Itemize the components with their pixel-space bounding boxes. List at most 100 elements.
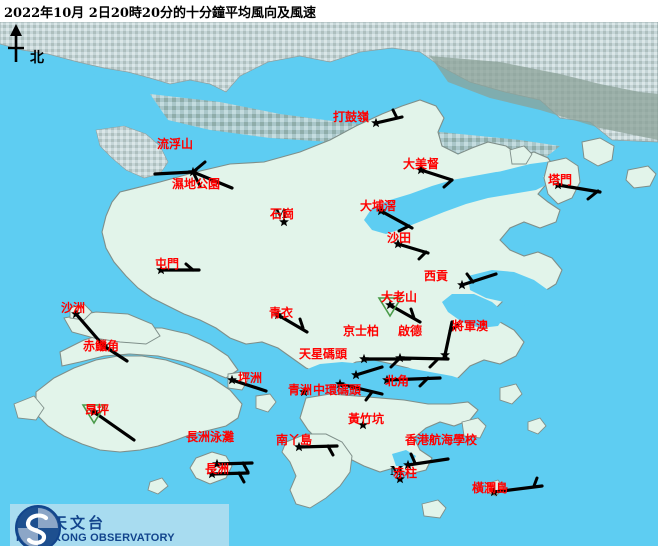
station-label-ngong-ping[interactable]: 昂坪 bbox=[85, 403, 110, 417]
station-label-ta-kwu-ling[interactable]: 打鼓嶺 bbox=[333, 110, 370, 124]
station-dot-tai-po-kau bbox=[376, 205, 386, 216]
station-dot-wong-chuk-hang bbox=[358, 419, 368, 430]
station-label-sha-tin[interactable]: 沙田 bbox=[387, 231, 412, 245]
elevated-station-triangle-ngong-ping bbox=[81, 404, 107, 425]
ne-islet-a bbox=[509, 145, 533, 165]
station-label-wetland-park[interactable]: 濕地公園 bbox=[172, 177, 221, 191]
station-label-tseung-kwan-o[interactable]: 將軍澳 bbox=[452, 319, 489, 333]
station-dot-cheung-chau-beach bbox=[212, 458, 222, 469]
station-label-north-point[interactable]: 北角 bbox=[385, 374, 410, 388]
station-dot-sha-chau bbox=[71, 308, 81, 319]
wind-barb-flag-kai-tak-0 bbox=[428, 357, 440, 369]
station-dot-hk-sea-school bbox=[403, 459, 413, 470]
wind-barb-shaft-peng-chau bbox=[230, 378, 268, 393]
wind-barb-flag-tseung-kwan-o-0 bbox=[448, 323, 460, 333]
station-label-kings-park[interactable]: 京士柏 bbox=[343, 324, 380, 338]
station-dot-waglan-island bbox=[489, 486, 499, 497]
station-dot-tuen-mun bbox=[156, 264, 166, 275]
station-label-tai-mei-tuk[interactable]: 大美督 bbox=[403, 157, 440, 171]
tai-o-spur bbox=[13, 395, 45, 421]
north-label: 北 bbox=[30, 50, 44, 66]
wind-barb-shaft-ngong-ping bbox=[92, 410, 136, 442]
station-label-cheung-chau-beach[interactable]: 長洲泳灘 bbox=[186, 430, 235, 444]
wind-barb-flag-tai-po-kau-0 bbox=[397, 224, 411, 233]
ninepin-group bbox=[527, 417, 547, 435]
station-label-green-island[interactable]: 青洲 bbox=[288, 383, 313, 397]
wind-barb-flag-cheung-chau-beach-0 bbox=[241, 461, 250, 474]
wind-barb-flag-cheung-chau-0 bbox=[237, 471, 246, 484]
station-label-hk-sea-school[interactable]: 香港航海學校 bbox=[405, 433, 478, 447]
title-bar: 2022年10月 2日20時20分的十分鐘平均風向及風速 bbox=[0, 0, 658, 22]
wind-barb-shaft-cheung-chau-beach bbox=[215, 461, 254, 466]
hei-ling-chau bbox=[255, 393, 277, 413]
station-dot-tsing-yi bbox=[273, 309, 283, 320]
clearwater-bay-islets bbox=[499, 383, 523, 405]
mainland-shenzhen-bay-inlet bbox=[40, 72, 250, 146]
station-label-stanley[interactable]: 赤柱 bbox=[393, 466, 418, 480]
port-shelter bbox=[442, 294, 506, 328]
wind-barb-flag-tsing-yi-0 bbox=[298, 317, 305, 330]
wind-barb-flag-north-point-0 bbox=[418, 376, 430, 388]
station-label-lamma-island[interactable]: 南丫島 bbox=[276, 433, 313, 447]
station-label-sha-chau[interactable]: 沙洲 bbox=[61, 301, 86, 315]
sai-kung-bays bbox=[468, 270, 548, 306]
hko-emblem-icon bbox=[15, 505, 61, 546]
po-toi-island bbox=[421, 499, 447, 519]
tolo-harbour bbox=[364, 170, 552, 234]
wind-barb-shaft-north-point bbox=[385, 376, 442, 382]
station-dot-lau-fau-shan bbox=[188, 166, 198, 177]
station-label-tai-po-kau[interactable]: 大埔滘 bbox=[360, 199, 397, 213]
station-label-chek-lap-kok[interactable]: 赤鱲角 bbox=[83, 339, 120, 353]
station-label-central-pier[interactable]: 中環碼頭 bbox=[313, 383, 362, 397]
station-dot-sai-kung bbox=[457, 279, 467, 290]
wind-barb-shaft-tai-mei-tuk bbox=[419, 168, 454, 182]
hko-logo[interactable]: 香港天文台 HONG KONG OBSERVATORY bbox=[10, 504, 229, 546]
wind-barb-flag-hk-sea-school-0 bbox=[409, 452, 417, 465]
station-label-shek-kong[interactable]: 石崗 bbox=[270, 207, 295, 221]
station-dot-tap-mun bbox=[553, 179, 563, 190]
wind-barb-shaft-sai-kung bbox=[460, 272, 498, 287]
wind-barb-shaft-lau-fau-shan bbox=[191, 170, 234, 190]
station-label-tates-cairn[interactable]: 大老山 bbox=[381, 290, 418, 304]
station-dot-green-island bbox=[299, 386, 309, 397]
station-label-peng-chau[interactable]: 坪洲 bbox=[238, 371, 263, 385]
station-dot-cheung-chau bbox=[207, 468, 217, 479]
station-label-waglan-island[interactable]: 橫瀾島 bbox=[472, 481, 509, 495]
station-label-wong-chuk-hang[interactable]: 黃竹坑 bbox=[348, 412, 385, 426]
station-dot-ngong-ping bbox=[89, 406, 99, 417]
station-label-lau-fau-shan[interactable]: 流浮山 bbox=[157, 137, 194, 151]
wind-barb-flag-lamma-island-0 bbox=[326, 444, 335, 457]
wind-barb-flag-central-pier-0 bbox=[364, 390, 374, 402]
station-dot-star-ferry bbox=[351, 369, 361, 380]
wind-barb-shaft-central-pier bbox=[338, 382, 384, 396]
station-label-star-ferry[interactable]: 天星碼頭 bbox=[299, 347, 348, 361]
wind-barb-flag-tai-mei-tuk-0 bbox=[442, 178, 454, 189]
station-label-tuen-mun[interactable]: 屯門 bbox=[155, 257, 180, 271]
station-dot-stanley bbox=[395, 473, 405, 484]
station-dot-north-point bbox=[382, 374, 392, 385]
station-label-tsing-yi[interactable]: 青衣 bbox=[269, 306, 294, 320]
wind-barb-layer bbox=[74, 108, 602, 494]
chek-lap-kok-airport bbox=[63, 311, 161, 345]
station-dot-kai-tak bbox=[395, 352, 405, 363]
wind-barb-shaft-cheung-chau bbox=[210, 471, 250, 476]
wind-barb-shaft-sha-tin bbox=[396, 242, 430, 255]
station-label-tap-mun[interactable]: 塔門 bbox=[548, 173, 573, 187]
crooked-island bbox=[581, 137, 615, 167]
victoria-harbour bbox=[300, 362, 482, 402]
station-dot-lamma-island bbox=[294, 441, 304, 452]
map-graphics: MM bbox=[0, 22, 658, 546]
wind-barb-shaft-tai-po-kau bbox=[379, 209, 414, 230]
mainland-china-landmass bbox=[0, 22, 658, 143]
station-dot-central-pier bbox=[335, 378, 345, 389]
station-dot-ta-kwu-ling bbox=[371, 117, 381, 128]
station-label-kai-tak[interactable]: 啟德 bbox=[398, 324, 423, 338]
tap-mun-island bbox=[543, 157, 581, 205]
tung-lung-chau bbox=[461, 417, 487, 439]
sw-islets bbox=[147, 477, 169, 495]
station-label-cheung-chau[interactable]: 長洲 bbox=[205, 462, 230, 476]
station-label-sai-kung[interactable]: 西貢 bbox=[424, 269, 449, 283]
station-marker-layer: MM bbox=[71, 117, 563, 497]
